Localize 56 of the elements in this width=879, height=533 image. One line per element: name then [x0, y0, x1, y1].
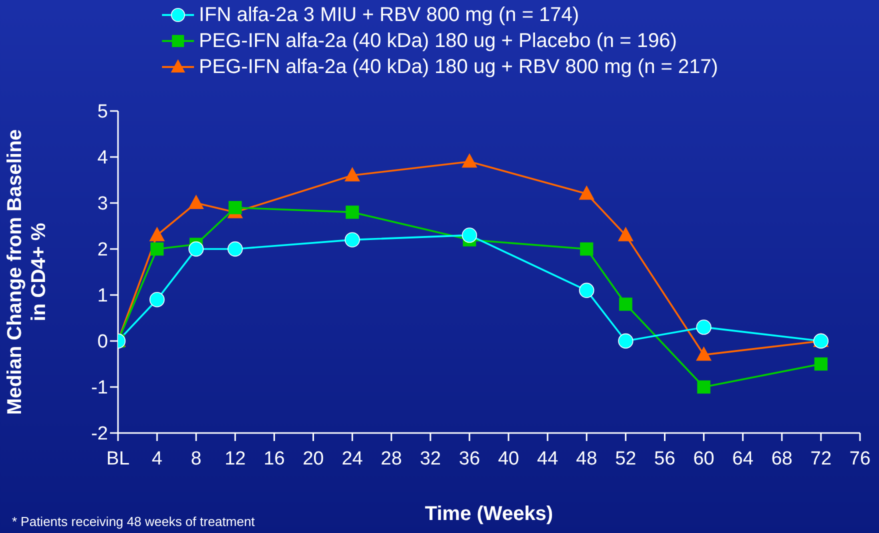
point: [149, 292, 165, 308]
x-tick-label: 56: [654, 448, 676, 470]
x-tick-label: 72: [810, 448, 832, 470]
y-tick-label: 0: [97, 332, 108, 353]
x-tick-label: 16: [264, 448, 285, 470]
point: [346, 206, 359, 219]
point: [696, 320, 712, 335]
y-tick-label: 5: [97, 102, 108, 123]
point: [579, 282, 594, 298]
y-tick-label: 4: [97, 148, 108, 169]
point: [228, 201, 242, 214]
x-tick-label: 52: [615, 448, 636, 470]
point: [462, 153, 478, 168]
point: [580, 242, 594, 256]
y-tick-label: -2: [91, 424, 108, 445]
x-tick-label: 28: [380, 448, 402, 470]
x-tick-label: 4: [152, 448, 163, 470]
point: [149, 226, 165, 242]
point: [344, 167, 360, 182]
x-tick-label: 40: [498, 448, 520, 470]
x-tick-label: 24: [342, 448, 364, 470]
x-tick-label: BL: [106, 448, 130, 470]
x-tick-label: 64: [732, 448, 754, 470]
x-tick-label: 8: [190, 448, 202, 470]
x-tick-label: 48: [576, 448, 598, 470]
y-tick-label: 1: [97, 286, 108, 307]
point: [696, 346, 712, 361]
x-tick-label: 36: [458, 448, 480, 470]
y-axis-title: Median Change from Baseline in CD4+ %: [3, 128, 51, 417]
x-tick-label: 68: [771, 448, 792, 470]
x-tick-label: 32: [420, 448, 441, 470]
x-tick-label: 44: [537, 448, 559, 470]
x-tick-label: 60: [693, 448, 714, 470]
point: [150, 242, 164, 256]
point: [188, 194, 204, 209]
x-tick-label: 12: [224, 448, 246, 470]
y-tick-label: 3: [97, 194, 108, 215]
legend-label: IFN alfa-2a 3 MIU + RBV 800 mg (n = 174): [198, 3, 580, 28]
point: [618, 226, 634, 242]
point: [697, 380, 710, 394]
point: [344, 232, 360, 248]
x-tick-label: 76: [849, 448, 871, 470]
x-tick-label: 20: [302, 448, 324, 470]
legend-label: PEG-IFN alfa-2a (40 kDa) 180 ug + RBV 800 mg (n = 217): [198, 55, 718, 80]
point: [814, 357, 828, 371]
y-tick-label: -1: [91, 378, 108, 399]
point: [228, 241, 243, 257]
legend-label: PEG-IFN alfa-2a (40 kDa) 180 ug + Placebo (n = 196): [198, 29, 677, 54]
point: [462, 228, 478, 243]
point: [578, 185, 594, 200]
x-axis-title: Time (Weeks): [424, 503, 554, 525]
point: [188, 241, 204, 257]
point: [619, 298, 632, 311]
point: [618, 333, 634, 349]
y-tick-label: 2: [97, 240, 108, 261]
text: * Patients receiving 48 weeks of treatment: [12, 514, 255, 529]
